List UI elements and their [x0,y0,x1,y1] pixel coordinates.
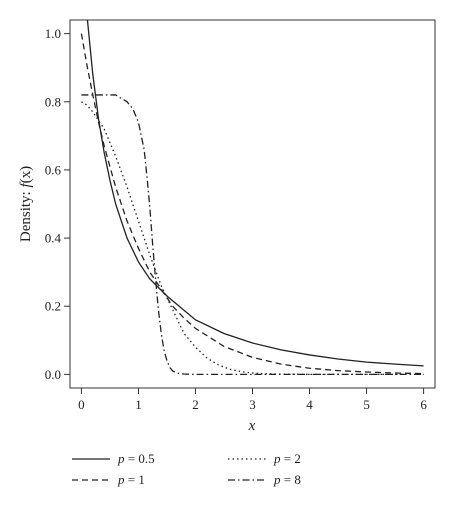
y-tick-label: 0.2 [45,299,61,314]
y-tick-label: 0.4 [45,231,62,246]
y-tick-label: 0.0 [45,367,61,382]
y-tick-label: 0.6 [45,162,62,177]
series-line-1 [86,20,424,367]
legend-label-symbol: p [117,472,125,487]
legend-label-value: = 8 [281,472,301,487]
legend-label-symbol: p [117,451,125,466]
y-tick-label: 0.8 [45,94,61,109]
legend-label-symbol: p [273,472,281,487]
x-tick-label: 3 [249,397,256,412]
legend-label-value: = 1 [125,472,145,487]
y-axis: 0.0 0.2 0.4 0.6 0.8 1.0 [45,26,70,382]
legend: p = 0.5p = 1p = 2p = 8 [72,451,301,487]
legend-label-value: = 2 [281,451,301,466]
legend-label-2: p = 1 [117,472,145,487]
y-axis-label-arg: (x) [18,166,34,184]
legend-label-3: p = 2 [273,451,301,466]
legend-label-value: = 0.5 [125,451,155,466]
y-tick-label: 1.0 [45,26,61,41]
series-line-3 [81,101,424,376]
series-line-2 [80,33,424,375]
series-layer [80,20,424,376]
plot-frame [69,19,436,389]
y-axis-label-prefix: Density: [18,188,34,243]
series-line-4 [81,94,424,376]
x-tick-label: 6 [420,397,427,412]
legend-label-symbol: p [273,451,281,466]
x-axis: 0 1 2 3 4 5 6 [78,388,427,412]
legend-label-1: p = 0.5 [117,451,155,466]
y-axis-label-f: f [18,182,34,188]
x-tick-label: 2 [192,397,199,412]
x-axis-label: x [248,418,256,434]
x-tick-label: 1 [135,397,142,412]
y-axis-label: Density: f(x) [18,166,34,242]
x-tick-label: 0 [78,397,85,412]
x-tick-label: 5 [363,397,370,412]
legend-label-4: p = 8 [273,472,301,487]
x-tick-label: 4 [306,397,313,412]
